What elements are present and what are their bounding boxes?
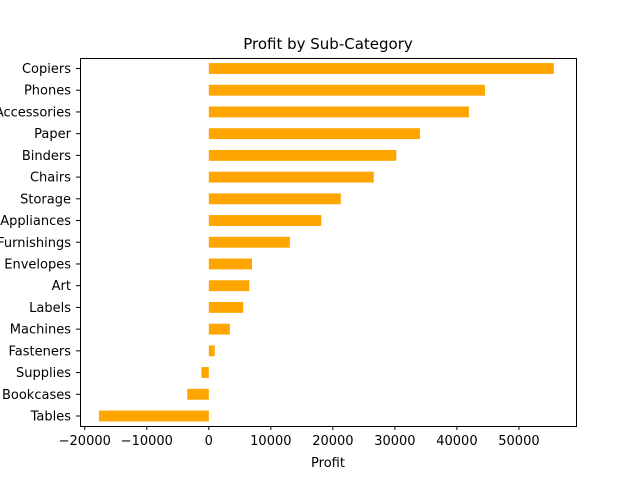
y-tick-label: Chairs xyxy=(30,171,71,186)
x-tick-label: 50000 xyxy=(498,434,539,449)
y-tick-label: Labels xyxy=(29,301,71,316)
bar-binders xyxy=(208,149,397,161)
y-tick-label: Tables xyxy=(30,410,72,425)
x-tick-label: −20000 xyxy=(59,434,111,449)
y-tick-label: Binders xyxy=(22,149,71,164)
y-tick-label: Envelopes xyxy=(4,257,71,272)
bar-group xyxy=(98,63,554,422)
bar-phones xyxy=(208,84,485,96)
x-tick-label: 40000 xyxy=(436,434,477,449)
bar-chairs xyxy=(208,171,374,183)
y-tick-label: Machines xyxy=(10,323,71,338)
y-tick-label: Art xyxy=(52,279,71,294)
x-tick-label: 20000 xyxy=(312,434,353,449)
y-tick-label: Fasteners xyxy=(9,344,72,359)
chart-title: Profit by Sub-Category xyxy=(243,35,413,53)
y-tick-label: Appliances xyxy=(0,214,71,229)
bar-accessories xyxy=(208,106,469,118)
y-tick-label: Storage xyxy=(20,192,71,207)
y-tick-label: Supplies xyxy=(16,366,71,381)
bar-art xyxy=(208,280,250,292)
bar-machines xyxy=(208,323,230,335)
bar-tables xyxy=(98,410,209,422)
y-tick-label: Accessories xyxy=(0,105,71,120)
y-tick-label: Phones xyxy=(24,84,71,99)
x-tick-label: 10000 xyxy=(250,434,291,449)
x-axis-label: Profit xyxy=(311,456,345,471)
bar-fasteners xyxy=(208,345,215,357)
y-tick-label: Bookcases xyxy=(2,388,71,403)
bar-storage xyxy=(208,193,341,205)
bar-envelopes xyxy=(208,258,253,270)
y-tick-label: Paper xyxy=(34,127,71,142)
bar-labels xyxy=(208,301,244,313)
bar-furnishings xyxy=(208,236,290,248)
y-tick-label: Copiers xyxy=(22,62,71,77)
bar-bookcases xyxy=(187,388,209,400)
y-axis-ticks: Copiers Phones Accessories Paper Binders Chai… xyxy=(0,62,80,425)
y-tick-label: Furnishings xyxy=(0,236,71,251)
plot-frame xyxy=(80,58,577,427)
bar-copiers xyxy=(208,63,554,74)
x-tick-label: 30000 xyxy=(374,434,415,449)
bar-supplies xyxy=(201,367,209,378)
x-tick-label: −10000 xyxy=(121,434,173,449)
bar-appliances xyxy=(208,215,322,226)
x-axis-ticks: −20000 −10000 0 10000 20000 30000 40000 50000 xyxy=(59,426,540,449)
x-tick-label: 0 xyxy=(205,434,213,449)
bar-paper xyxy=(208,128,421,140)
